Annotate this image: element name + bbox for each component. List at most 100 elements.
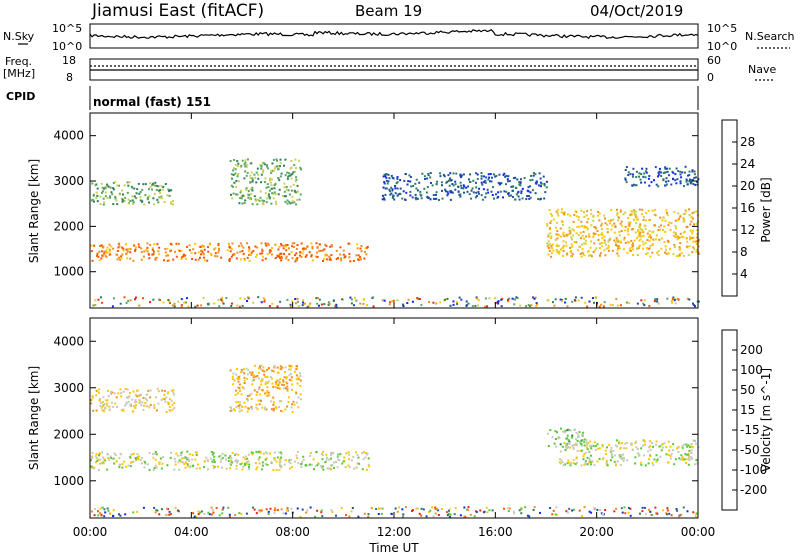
- heatmap-cell: [157, 390, 160, 393]
- heatmap-cell: [388, 188, 391, 191]
- heatmap-cell: [338, 459, 341, 461]
- heatmap-cell: [688, 174, 691, 177]
- heatmap-cell: [679, 232, 682, 235]
- heatmap-cell: [225, 458, 227, 461]
- heatmap-cell: [571, 509, 574, 512]
- heatmap-cell: [293, 370, 296, 373]
- heatmap-cell: [243, 372, 246, 375]
- heatmap-cell: [172, 391, 175, 394]
- heatmap-cell: [315, 451, 318, 454]
- heatmap-cell: [349, 260, 352, 263]
- heatmap-cell: [264, 406, 267, 409]
- heatmap-cell: [641, 240, 644, 243]
- heatmap-cell: [679, 458, 682, 461]
- heatmap-cell: [276, 254, 279, 257]
- heatmap-cell: [610, 209, 613, 212]
- heatmap-cell: [434, 506, 437, 509]
- heatmap-cell: [658, 173, 661, 176]
- heatmap-cell: [246, 373, 249, 376]
- heatmap-cell: [109, 196, 112, 199]
- heatmap-cell: [455, 172, 458, 175]
- heatmap-cell: [600, 512, 603, 515]
- heatmap-cell: [682, 236, 685, 239]
- heatmap-cell: [573, 213, 576, 216]
- heatmap-cell: [359, 302, 362, 305]
- heatmap-cell: [177, 461, 180, 464]
- heatmap-cell: [142, 408, 145, 411]
- heatmap-cell: [638, 244, 641, 247]
- heatmap-cell: [475, 191, 478, 194]
- heatmap-cell: [320, 303, 323, 306]
- heatmap-cell: [231, 452, 234, 454]
- heatmap-cell: [234, 163, 237, 166]
- heatmap-cell: [127, 184, 130, 187]
- heatmap-cell: [642, 243, 645, 246]
- heatmap-cell: [269, 179, 271, 182]
- heatmap-cell: [565, 241, 568, 244]
- heatmap-cell: [310, 242, 313, 245]
- heatmap-cell: [583, 463, 586, 466]
- heatmap-cell: [117, 246, 120, 249]
- heatmap-cell: [599, 242, 602, 245]
- heatmap-cell: [287, 175, 289, 178]
- heatmap-cell: [253, 389, 256, 392]
- heatmap-cell: [164, 248, 167, 251]
- heatmap-cell: [385, 173, 388, 176]
- heatmap-cell: [277, 177, 280, 179]
- heatmap-cell: [168, 513, 171, 516]
- heatmap-cell: [641, 228, 643, 231]
- heatmap-cell: [644, 513, 647, 516]
- heatmap-cell: [656, 300, 659, 303]
- heatmap-cell: [254, 198, 257, 201]
- heatmap-cell: [127, 202, 130, 205]
- heatmap-cell: [584, 460, 587, 463]
- heatmap-cell: [242, 368, 245, 371]
- heatmap-cell: [574, 296, 577, 299]
- heatmap-cell: [631, 184, 634, 187]
- heatmap-cell: [244, 458, 247, 461]
- heatmap-cell: [533, 506, 536, 509]
- heatmap-cell: [92, 194, 95, 197]
- heatmap-cell: [590, 212, 593, 215]
- heatmap-cell: [133, 187, 136, 190]
- heatmap-cell: [229, 463, 232, 466]
- heatmap-cell: [426, 196, 429, 199]
- heatmap-cell: [300, 463, 303, 465]
- heatmap-cell: [265, 408, 268, 411]
- heatmap-cell: [551, 243, 554, 246]
- heatmap-cell: [283, 182, 286, 185]
- heatmap-cell: [314, 515, 317, 518]
- heatmap-cell: [127, 248, 130, 251]
- heatmap-cell: [514, 198, 517, 201]
- heatmap-cell: [529, 191, 532, 194]
- heatmap-cell: [646, 232, 649, 235]
- heatmap-cell: [449, 172, 452, 175]
- heatmap-cell: [101, 190, 104, 193]
- heatmap-cell: [240, 197, 243, 200]
- heatmap-cell: [419, 190, 422, 193]
- colorbar-tick-label: 24: [740, 157, 755, 171]
- heatmap-cell: [255, 403, 258, 406]
- heatmap-cell: [345, 452, 348, 455]
- heatmap-cell: [236, 165, 239, 168]
- heatmap-cell: [227, 506, 230, 509]
- heatmap-cell: [146, 246, 149, 249]
- heatmap-cell: [91, 182, 94, 185]
- heatmap-cell: [278, 406, 280, 409]
- heatmap-cell: [146, 198, 149, 201]
- heatmap-cell: [112, 203, 115, 206]
- heatmap-cell: [532, 509, 535, 511]
- heatmap-cell: [669, 229, 672, 231]
- heatmap-cell: [516, 297, 519, 300]
- heatmap-cell: [237, 401, 240, 404]
- heatmap-cell: [507, 300, 510, 303]
- heatmap-cell: [121, 246, 124, 249]
- heatmap-cell: [132, 201, 135, 204]
- heatmap-cell: [148, 188, 150, 191]
- heatmap-cell: [664, 171, 667, 174]
- heatmap-cell: [274, 366, 277, 369]
- heatmap-cell: [275, 407, 278, 410]
- heatmap-cell: [235, 465, 238, 467]
- heatmap-cell: [598, 219, 601, 222]
- heatmap-cell: [269, 452, 271, 455]
